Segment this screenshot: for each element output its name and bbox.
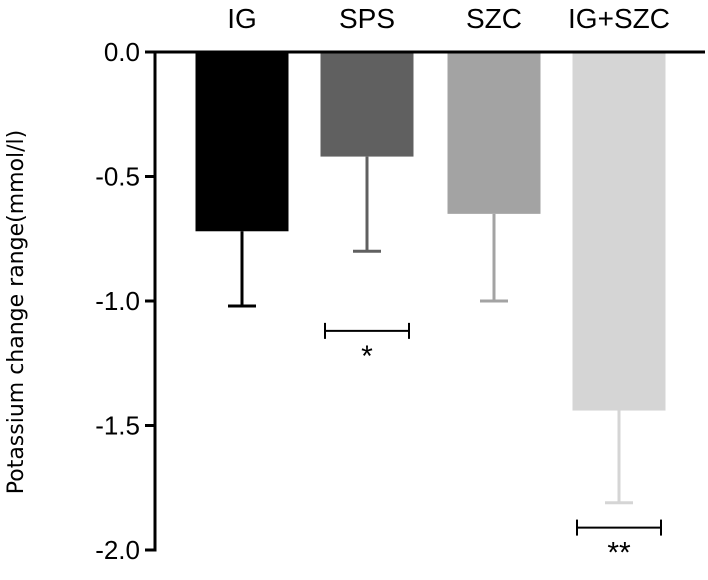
y-tick-label: 0.0 xyxy=(104,37,140,67)
category-label: IG xyxy=(227,3,257,34)
y-tick-label: -1.5 xyxy=(95,411,140,441)
bar-ig-szc xyxy=(573,52,666,411)
y-tick-label: -0.5 xyxy=(95,162,140,192)
category-label: IG+SZC xyxy=(568,3,670,34)
y-axis-title: Potassium change range(mmol/l) xyxy=(4,130,29,495)
bar-sps xyxy=(321,52,414,157)
significance-marker: ** xyxy=(607,537,631,570)
error-bars-group xyxy=(228,157,633,503)
bar-szc xyxy=(448,52,541,214)
category-label: SZC xyxy=(466,3,522,34)
bars-group xyxy=(196,52,666,411)
y-tick-label: -2.0 xyxy=(95,535,140,565)
bar-ig xyxy=(196,52,289,231)
category-label: SPS xyxy=(339,3,395,34)
y-tick-label: -1.0 xyxy=(95,286,140,316)
y-ticks-group: 0.0 -0.5 -1.0 -1.5 -2.0 xyxy=(95,37,155,565)
significance-marker: * xyxy=(361,340,373,373)
category-labels-group: IG SPS SZC IG+SZC xyxy=(227,3,670,34)
